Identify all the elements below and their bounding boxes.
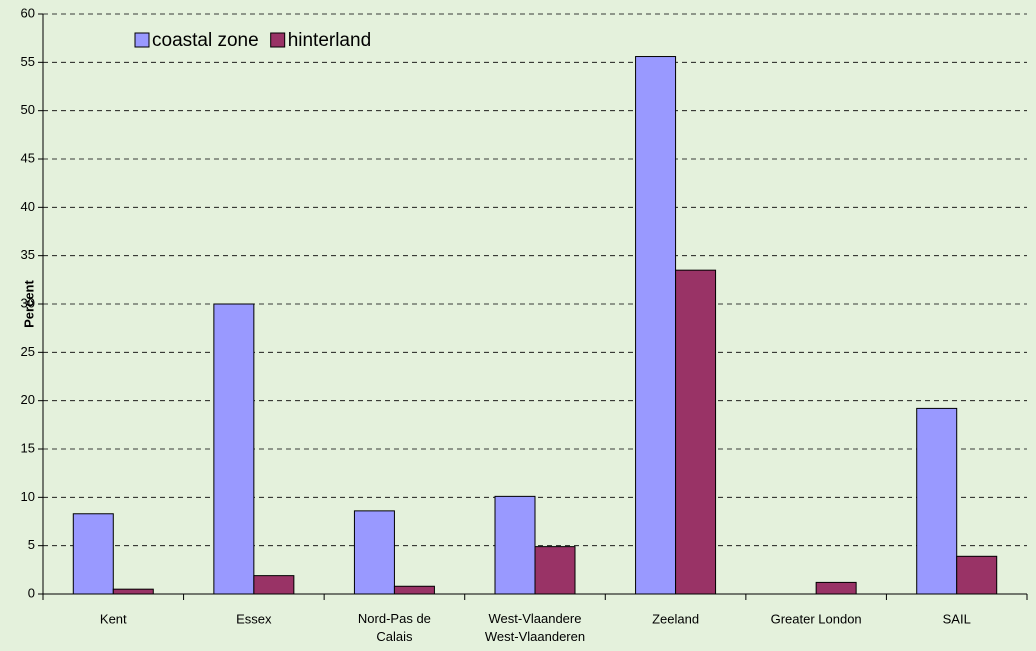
- x-tick-label: West-Vlaandere West-Vlaanderen: [485, 611, 585, 644]
- y-tick-label: 15: [21, 440, 35, 455]
- bar: [494, 495, 536, 595]
- bar: [956, 555, 998, 595]
- y-tick-label: 10: [21, 489, 35, 504]
- y-tick-label: 45: [21, 150, 35, 165]
- bar: [534, 546, 576, 595]
- x-tick-label: Nord-Pas de Calais: [358, 611, 431, 644]
- bar: [72, 513, 114, 595]
- x-tick-label: Essex: [236, 611, 272, 626]
- y-tick-label: 30: [21, 295, 35, 310]
- bar: [675, 269, 717, 595]
- x-tick-label: Zeeland: [652, 611, 699, 626]
- legend-label: coastal zone: [152, 30, 259, 51]
- y-tick-label: 0: [28, 585, 35, 600]
- y-tick-label: 5: [28, 537, 35, 552]
- bar: [353, 510, 395, 595]
- y-tick-label: 55: [21, 54, 35, 69]
- x-tick-label: SAIL: [943, 611, 971, 626]
- y-tick-label: 20: [21, 392, 35, 407]
- y-axis-label: Percent: [21, 279, 36, 327]
- legend-swatch: [270, 32, 286, 48]
- y-tick-label: 60: [21, 5, 35, 20]
- legend-swatch: [134, 32, 150, 48]
- x-tick-label: Greater London: [771, 611, 862, 626]
- y-tick-label: 35: [21, 247, 35, 262]
- bar: [253, 575, 295, 595]
- legend-label: hinterland: [288, 30, 371, 51]
- bar: [635, 56, 677, 595]
- bar: [815, 581, 857, 595]
- x-tick-label: Kent: [100, 611, 127, 626]
- y-tick-label: 40: [21, 199, 35, 214]
- bar: [213, 303, 255, 595]
- bar: [916, 407, 958, 595]
- bar: [393, 585, 435, 595]
- y-tick-label: 50: [21, 102, 35, 117]
- bar: [112, 588, 154, 595]
- y-tick-label: 25: [21, 344, 35, 359]
